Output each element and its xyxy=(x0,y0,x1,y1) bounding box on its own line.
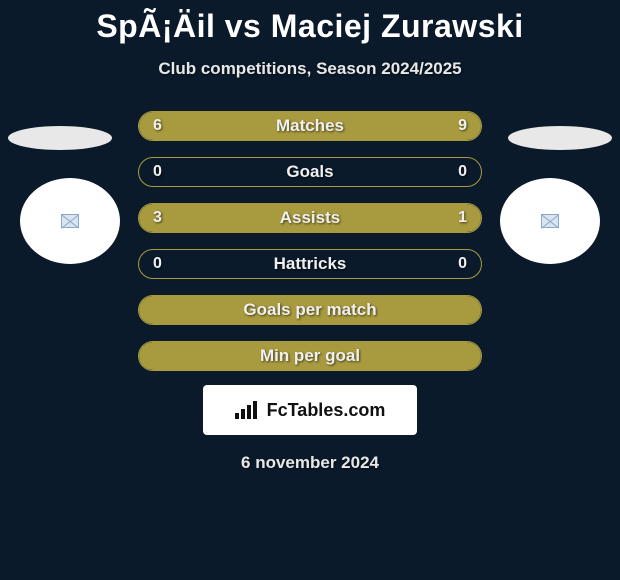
avatar-player1 xyxy=(20,178,120,264)
avatar-player1-shadow xyxy=(8,126,112,150)
stat-label: Goals xyxy=(139,162,481,182)
stat-label: Assists xyxy=(139,208,481,228)
stat-label: Goals per match xyxy=(139,300,481,320)
stat-bar-matches: 69Matches xyxy=(138,111,482,141)
stat-label: Min per goal xyxy=(139,346,481,366)
stat-bar-goals: 00Goals xyxy=(138,157,482,187)
bar-chart-icon xyxy=(235,401,261,419)
stat-label: Matches xyxy=(139,116,481,136)
stat-label: Hattricks xyxy=(139,254,481,274)
page-subtitle: Club competitions, Season 2024/2025 xyxy=(0,59,620,79)
stat-bar-hattricks: 00Hattricks xyxy=(138,249,482,279)
page-title: SpÃ¡Äil vs Maciej Zurawski xyxy=(0,0,620,45)
fctables-label: FcTables.com xyxy=(267,400,386,421)
avatar-player2 xyxy=(500,178,600,264)
footer-date: 6 november 2024 xyxy=(0,453,620,473)
image-placeholder-icon xyxy=(541,214,559,228)
stat-bar-goals-per-match: Goals per match xyxy=(138,295,482,325)
fctables-badge: FcTables.com xyxy=(203,385,417,435)
avatar-player2-shadow xyxy=(508,126,612,150)
stat-bar-assists: 31Assists xyxy=(138,203,482,233)
image-placeholder-icon xyxy=(61,214,79,228)
stat-bar-min-per-goal: Min per goal xyxy=(138,341,482,371)
